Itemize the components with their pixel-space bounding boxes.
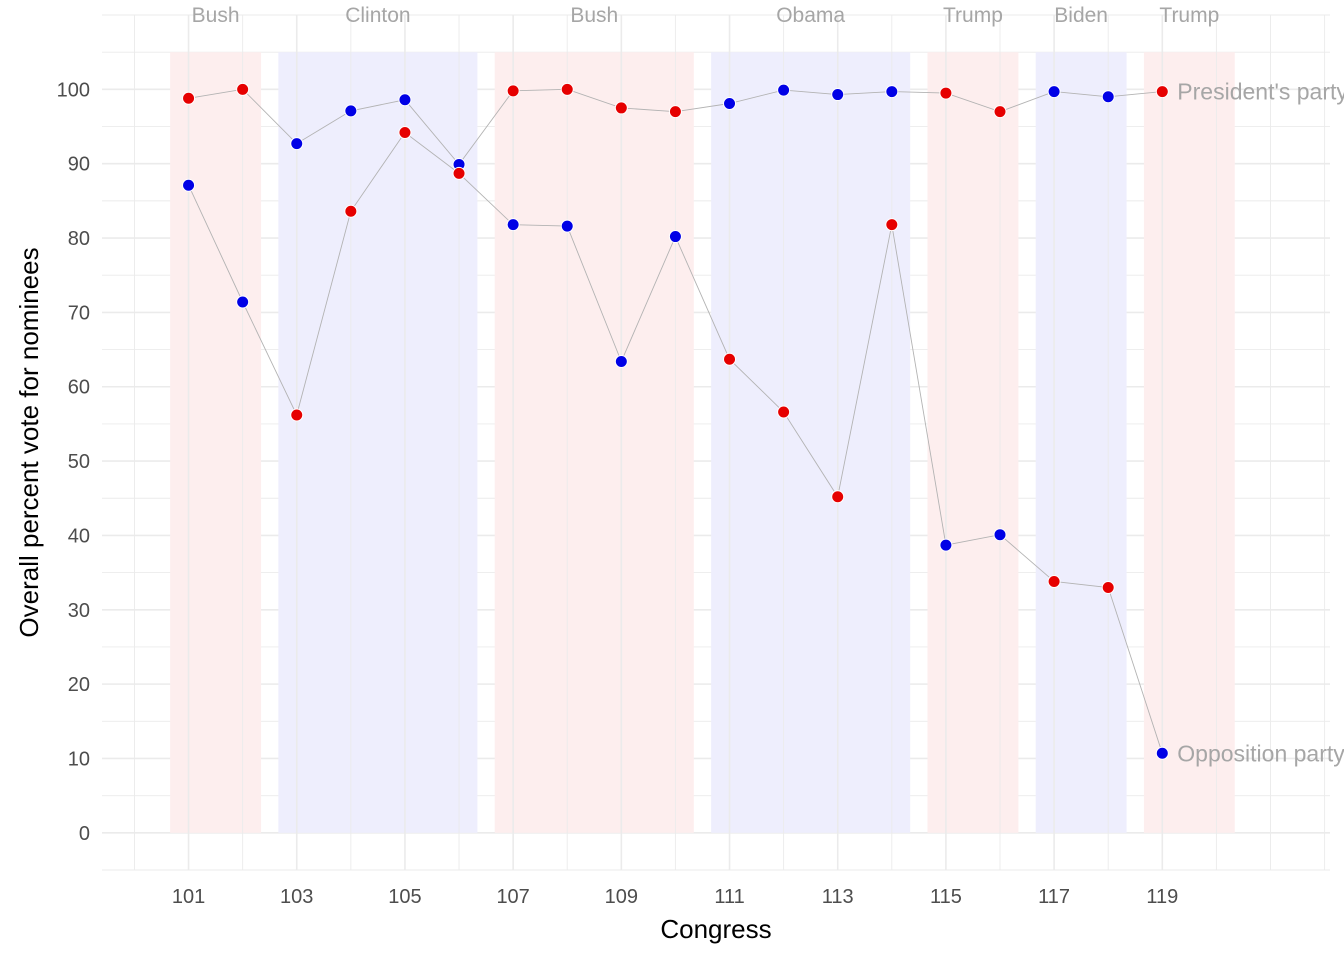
data-point bbox=[939, 86, 953, 100]
data-point bbox=[560, 82, 574, 96]
administration-label: Trump bbox=[943, 4, 1003, 27]
y-tick-label: 20 bbox=[68, 674, 90, 696]
data-point bbox=[939, 538, 953, 552]
administration-labels: Bush Clinton Bush Obama Trump Biden Trump bbox=[192, 4, 1220, 27]
administration-label: Clinton bbox=[345, 4, 410, 27]
x-tick-label: 101 bbox=[172, 886, 205, 908]
y-tick-label: 30 bbox=[68, 600, 90, 622]
data-point bbox=[777, 83, 791, 97]
y-tick-label: 60 bbox=[68, 377, 90, 399]
data-point bbox=[1155, 85, 1169, 99]
data-point bbox=[1155, 746, 1169, 760]
administration-band bbox=[170, 52, 262, 833]
data-point bbox=[236, 82, 250, 96]
data-point bbox=[668, 105, 682, 119]
data-point bbox=[506, 218, 520, 232]
data-point bbox=[993, 105, 1007, 119]
administration-band bbox=[1035, 52, 1127, 833]
data-point bbox=[182, 91, 196, 105]
data-point bbox=[236, 295, 250, 309]
data-point bbox=[506, 84, 520, 98]
data-point bbox=[668, 230, 682, 244]
y-tick-label: 80 bbox=[68, 228, 90, 250]
administration-label: Obama bbox=[776, 4, 845, 27]
data-point bbox=[1101, 90, 1115, 104]
data-point bbox=[290, 408, 304, 422]
data-point bbox=[614, 101, 628, 115]
data-point bbox=[1047, 575, 1061, 589]
data-point bbox=[344, 204, 358, 218]
y-tick-label: 100 bbox=[57, 79, 90, 101]
y-axis-title: Overall percent vote for nominees bbox=[14, 247, 44, 637]
x-axis-title: Congress bbox=[660, 914, 771, 944]
data-point bbox=[1101, 580, 1115, 594]
data-point bbox=[993, 528, 1007, 542]
administration-label: Trump bbox=[1159, 4, 1219, 27]
data-point bbox=[560, 219, 574, 233]
y-tick-label: 70 bbox=[68, 302, 90, 324]
data-point bbox=[885, 218, 899, 232]
data-point bbox=[885, 85, 899, 99]
vertical-grid-lines bbox=[134, 15, 1326, 870]
y-tick-label: 40 bbox=[68, 525, 90, 547]
data-point bbox=[777, 405, 791, 419]
administration-band bbox=[494, 52, 694, 833]
x-axis-ticks: 101 103 105 107 109 111 113 115 117 119 bbox=[172, 886, 1178, 908]
y-tick-label: 10 bbox=[68, 748, 90, 770]
x-tick-label: 107 bbox=[496, 886, 529, 908]
y-tick-label: 0 bbox=[79, 823, 90, 845]
data-point bbox=[344, 104, 358, 118]
administration-band bbox=[927, 52, 1019, 833]
presidents-party-label: President's party bbox=[1177, 79, 1344, 105]
data-point bbox=[452, 166, 466, 180]
x-tick-label: 105 bbox=[388, 886, 421, 908]
data-point bbox=[182, 178, 196, 192]
data-point bbox=[398, 125, 412, 139]
data-point bbox=[290, 137, 304, 151]
x-tick-label: 115 bbox=[930, 886, 962, 908]
administration-label: Bush bbox=[570, 4, 618, 27]
x-tick-label: 117 bbox=[1038, 886, 1070, 908]
administration-band bbox=[278, 52, 478, 833]
administration-band bbox=[1143, 52, 1235, 833]
data-point bbox=[723, 96, 737, 110]
administration-band bbox=[711, 52, 911, 833]
administration-bands bbox=[170, 52, 1235, 833]
data-point bbox=[831, 88, 845, 102]
x-tick-label: 109 bbox=[605, 886, 638, 908]
opposition-party-label: Opposition party bbox=[1177, 740, 1344, 766]
data-points bbox=[182, 82, 1169, 760]
administration-label: Bush bbox=[192, 4, 240, 27]
data-point bbox=[614, 354, 628, 368]
data-point bbox=[831, 490, 845, 504]
y-tick-label: 50 bbox=[68, 451, 90, 473]
y-tick-label: 90 bbox=[68, 154, 90, 176]
series-end-labels: President's party Opposition party bbox=[1177, 79, 1344, 767]
y-axis-ticks: 0 10 20 30 40 50 60 70 80 90 100 bbox=[57, 79, 90, 844]
administration-label: Biden bbox=[1054, 4, 1108, 27]
x-tick-label: 111 bbox=[714, 886, 744, 908]
x-tick-label: 103 bbox=[280, 886, 313, 908]
data-point bbox=[398, 93, 412, 107]
x-tick-label: 113 bbox=[822, 886, 854, 908]
x-tick-label: 119 bbox=[1146, 886, 1178, 908]
data-point bbox=[1047, 85, 1061, 99]
data-point bbox=[723, 352, 737, 366]
